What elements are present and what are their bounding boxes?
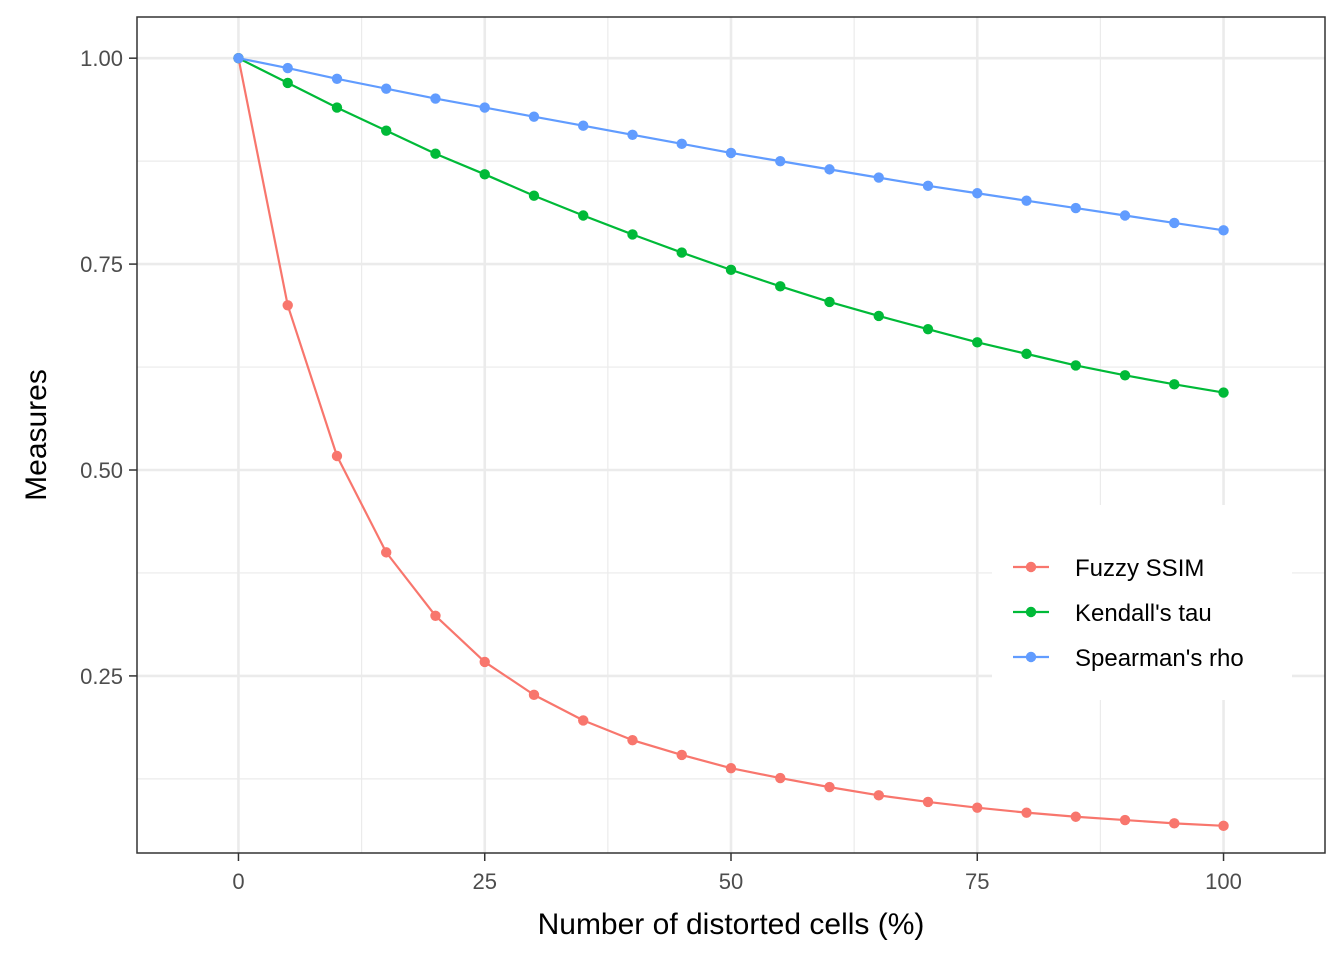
data-point — [627, 734, 638, 746]
legend-item: Fuzzy SSIM — [1013, 555, 1204, 582]
x-tick-label: 0 — [232, 869, 244, 894]
data-point — [578, 715, 589, 726]
data-point — [1119, 814, 1131, 826]
legend-label: Fuzzy SSIM — [1075, 555, 1204, 582]
data-point — [1021, 807, 1032, 818]
data-point — [381, 547, 392, 558]
data-point — [331, 450, 343, 462]
legend-key-point — [1025, 651, 1037, 663]
x-tick-label: 25 — [472, 869, 496, 894]
data-point — [1070, 811, 1081, 822]
data-point — [1218, 225, 1229, 236]
data-point — [627, 229, 638, 240]
data-point — [824, 781, 835, 793]
data-point — [381, 83, 392, 94]
data-point — [972, 188, 983, 199]
series-kendall-s-tau — [233, 52, 1229, 398]
series-spearman-s-rho — [233, 52, 1229, 236]
data-point — [972, 802, 983, 813]
data-point — [824, 296, 835, 308]
data-point — [1021, 348, 1032, 360]
data-point — [873, 310, 884, 322]
data-point — [430, 148, 441, 159]
data-point — [824, 164, 835, 175]
data-point — [479, 656, 490, 668]
series-fuzzy-ssim — [233, 52, 1229, 832]
data-point — [775, 772, 786, 784]
data-point — [922, 323, 934, 335]
data-point — [972, 337, 983, 348]
data-point — [676, 138, 687, 150]
y-axis: 0.25 0.50 0.75 1.00 — [80, 46, 137, 689]
data-point — [725, 762, 737, 774]
data-point — [331, 73, 343, 84]
legend-item: Spearman's rho — [1013, 645, 1244, 672]
x-tick-label: 100 — [1205, 869, 1242, 894]
data-point — [1169, 217, 1180, 229]
data-point — [381, 125, 392, 136]
data-point — [1218, 387, 1229, 398]
data-point — [430, 610, 441, 621]
data-point — [528, 689, 540, 701]
legend-key-point — [1025, 606, 1037, 618]
data-point — [1021, 195, 1032, 206]
y-tick-label: 1.00 — [80, 46, 123, 71]
data-point — [873, 790, 884, 801]
data-point — [725, 264, 737, 276]
data-point — [725, 147, 737, 159]
data-point — [578, 120, 589, 131]
data-point — [479, 102, 490, 113]
y-tick-label: 0.25 — [80, 664, 123, 689]
legend-key-point — [1025, 561, 1037, 573]
data-point — [922, 180, 934, 192]
data-point — [627, 129, 638, 140]
data-point — [479, 169, 490, 180]
data-point — [528, 111, 540, 122]
data-point — [676, 749, 687, 761]
series-layer — [233, 52, 1229, 832]
data-point — [331, 102, 343, 113]
data-point — [775, 155, 786, 167]
data-point — [282, 300, 293, 311]
legend-label: Spearman's rho — [1075, 645, 1244, 672]
data-point — [1070, 360, 1081, 371]
data-point — [676, 247, 687, 258]
data-point — [578, 210, 589, 221]
y-tick-label: 0.50 — [80, 458, 123, 483]
data-point — [922, 796, 934, 808]
data-point — [775, 281, 786, 292]
legend-background — [992, 505, 1292, 700]
data-point — [1119, 210, 1131, 221]
data-point — [1169, 818, 1180, 829]
legend-label: Kendall's tau — [1075, 600, 1212, 627]
data-point — [282, 62, 293, 74]
data-point — [233, 52, 244, 64]
data-point — [1218, 820, 1229, 832]
data-point — [1119, 370, 1131, 381]
data-point — [528, 190, 540, 201]
x-tick-label: 75 — [965, 869, 989, 894]
legend: Fuzzy SSIM Kendall's tau Spearman's rho — [992, 505, 1292, 700]
x-axis-title: Number of distorted cells (%) — [538, 908, 925, 941]
y-tick-label: 0.75 — [80, 252, 123, 277]
y-axis-title: Measures — [20, 369, 53, 501]
data-point — [430, 93, 441, 104]
data-point — [1070, 202, 1081, 214]
legend-item: Kendall's tau — [1013, 600, 1212, 627]
x-axis: 0 25 50 75 100 — [232, 853, 1242, 894]
data-point — [1169, 379, 1180, 390]
data-point — [282, 77, 293, 89]
x-tick-label: 50 — [719, 869, 743, 894]
data-point — [873, 172, 884, 183]
